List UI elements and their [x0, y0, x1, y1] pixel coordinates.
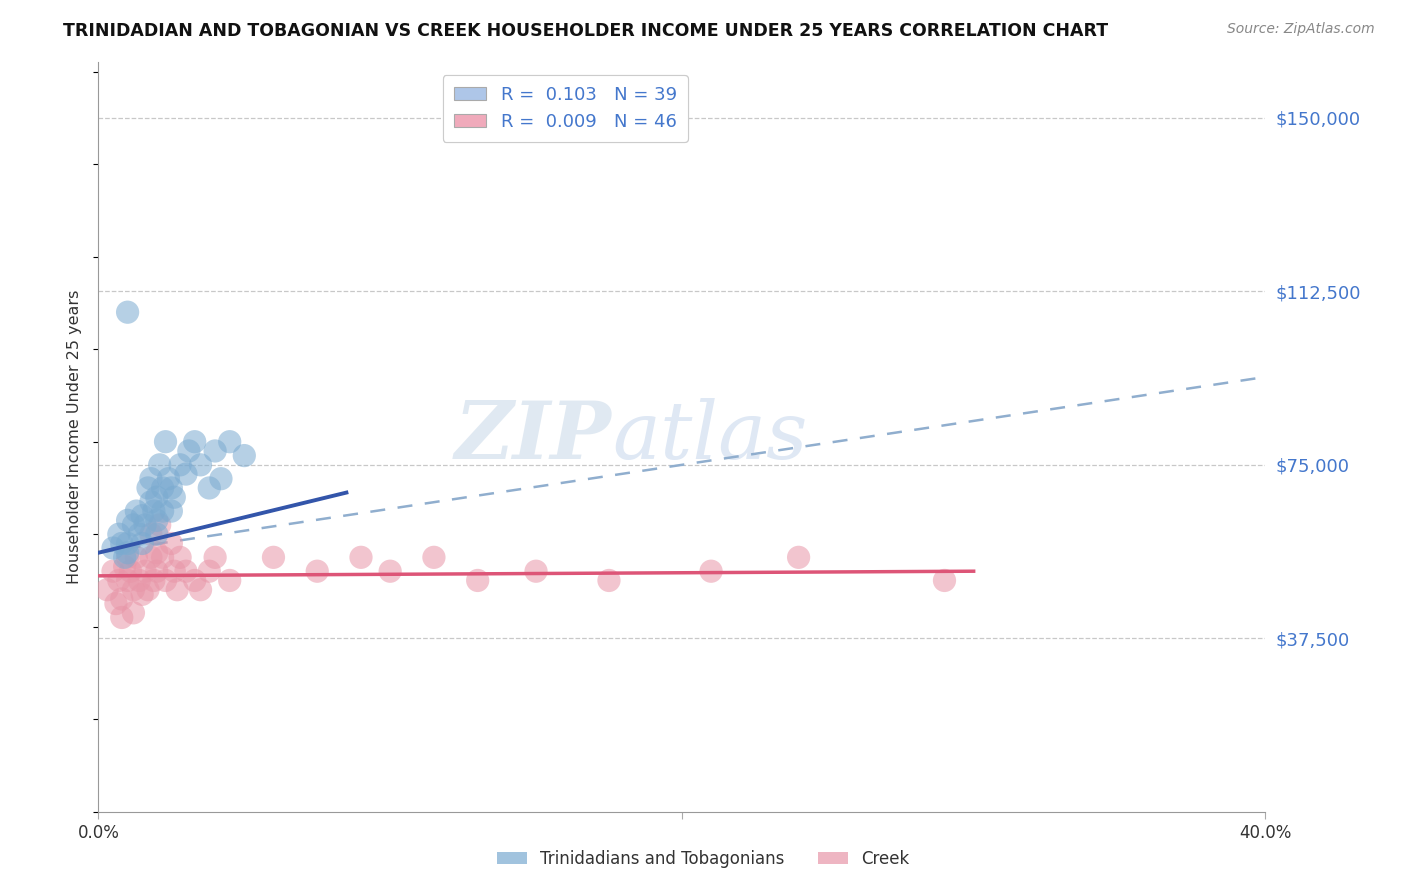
Point [122, 582, 145, 597]
Point [146, 490, 169, 504]
Point [125, 504, 148, 518]
Point [152, 550, 174, 565]
Point [131, 536, 153, 550]
Point [423, 550, 446, 565]
Point [96, 582, 118, 597]
Point [117, 513, 139, 527]
Point [136, 582, 159, 597]
Point [111, 536, 134, 550]
Point [122, 606, 145, 620]
Point [101, 564, 124, 578]
Point [155, 434, 177, 449]
Point [174, 564, 197, 578]
Point [190, 582, 212, 597]
Point [146, 513, 169, 527]
Point [380, 564, 402, 578]
Point [934, 574, 956, 588]
Point [117, 536, 139, 550]
Point [198, 481, 221, 495]
Point [108, 527, 131, 541]
Legend: R =  0.103   N = 39, R =  0.009   N = 46: R = 0.103 N = 39, R = 0.009 N = 46 [443, 75, 688, 142]
Point [117, 574, 139, 588]
Point [467, 574, 489, 588]
Point [218, 434, 240, 449]
Point [149, 518, 172, 533]
Point [700, 564, 723, 578]
Point [104, 597, 127, 611]
Point [131, 587, 153, 601]
Point [142, 504, 165, 518]
Point [108, 574, 131, 588]
Point [190, 458, 212, 472]
Point [598, 574, 620, 588]
Point [111, 610, 134, 624]
Point [233, 449, 256, 463]
Point [152, 481, 174, 495]
Text: atlas: atlas [612, 399, 807, 475]
Point [125, 550, 148, 565]
Point [183, 434, 205, 449]
Point [218, 574, 240, 588]
Point [139, 550, 162, 565]
Point [169, 458, 191, 472]
Point [183, 574, 205, 588]
Point [134, 564, 156, 578]
Point [174, 467, 197, 481]
Point [307, 564, 329, 578]
Point [101, 541, 124, 555]
Point [160, 536, 183, 550]
Point [136, 481, 159, 495]
Point [350, 550, 373, 565]
Point [131, 508, 153, 523]
Point [139, 472, 162, 486]
Point [128, 574, 150, 588]
Point [139, 527, 162, 541]
Text: TRINIDADIAN AND TOBAGONIAN VS CREEK HOUSEHOLDER INCOME UNDER 25 YEARS CORRELATIO: TRINIDADIAN AND TOBAGONIAN VS CREEK HOUS… [63, 22, 1108, 40]
Point [117, 550, 139, 565]
Point [117, 305, 139, 319]
Text: Source: ZipAtlas.com: Source: ZipAtlas.com [1227, 22, 1375, 37]
Point [146, 564, 169, 578]
Point [117, 546, 139, 560]
Point [177, 444, 200, 458]
Point [262, 550, 284, 565]
Point [120, 564, 142, 578]
Point [111, 591, 134, 606]
Point [209, 472, 232, 486]
Point [169, 550, 191, 565]
Y-axis label: Householder Income Under 25 years: Householder Income Under 25 years [67, 290, 83, 584]
Point [142, 574, 165, 588]
Point [204, 444, 226, 458]
Legend: Trinidadians and Tobagonians, Creek: Trinidadians and Tobagonians, Creek [491, 844, 915, 875]
Point [152, 504, 174, 518]
Point [146, 546, 169, 560]
Point [134, 518, 156, 533]
Point [160, 504, 183, 518]
Point [524, 564, 547, 578]
Point [163, 490, 186, 504]
Point [146, 527, 169, 541]
Point [114, 559, 136, 574]
Point [198, 564, 221, 578]
Point [139, 495, 162, 509]
Point [157, 472, 180, 486]
Point [163, 564, 186, 578]
Text: ZIP: ZIP [456, 399, 612, 475]
Point [122, 518, 145, 533]
Point [787, 550, 810, 565]
Point [128, 527, 150, 541]
Point [166, 582, 188, 597]
Point [155, 574, 177, 588]
Point [204, 550, 226, 565]
Point [160, 481, 183, 495]
Point [114, 550, 136, 565]
Point [149, 458, 172, 472]
